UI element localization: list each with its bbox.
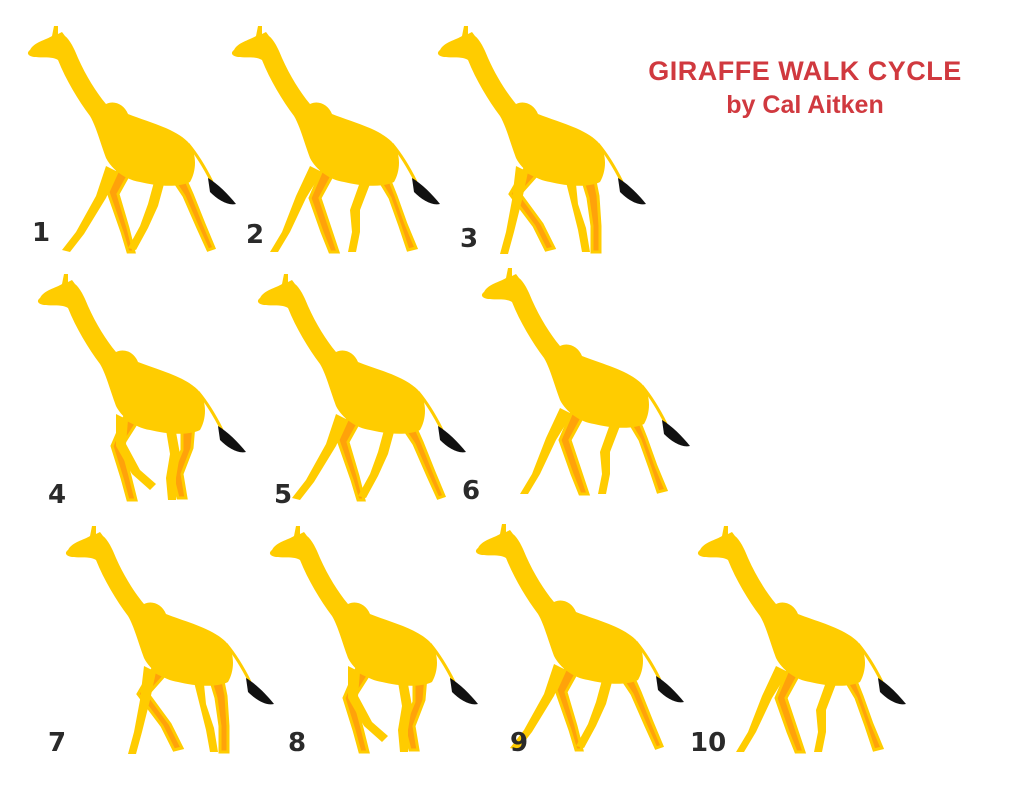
near-front-leg bbox=[292, 414, 348, 500]
near-front-leg bbox=[736, 666, 788, 752]
giraffe-silhouette-icon bbox=[231, 26, 440, 254]
frame-number: 7 bbox=[48, 728, 67, 758]
far-hind-leg bbox=[169, 174, 217, 252]
tail-tuft bbox=[218, 426, 246, 453]
frame-8: 8 bbox=[264, 520, 504, 770]
giraffe-body bbox=[481, 268, 649, 428]
giraffe-silhouette-icon bbox=[65, 526, 274, 754]
giraffe-silhouette-icon bbox=[481, 268, 690, 496]
giraffe-silhouette-icon bbox=[437, 26, 646, 254]
giraffe-body bbox=[269, 526, 437, 686]
near-front-leg bbox=[62, 166, 118, 252]
frame-number: 8 bbox=[288, 728, 307, 758]
giraffe-body bbox=[27, 26, 196, 186]
far-front-leg bbox=[774, 667, 807, 754]
frame-9: 9 bbox=[470, 518, 710, 768]
near-front-leg bbox=[270, 166, 322, 252]
near-hind-leg bbox=[814, 682, 836, 752]
frame-number: 3 bbox=[460, 224, 479, 254]
giraffe-silhouette-icon bbox=[37, 274, 246, 502]
tail-tuft bbox=[450, 678, 478, 705]
far-hind-leg bbox=[617, 672, 665, 750]
frame-number: 6 bbox=[462, 476, 481, 506]
frame-3: 3 bbox=[432, 20, 672, 270]
far-front-leg bbox=[106, 167, 136, 254]
giraffe-body bbox=[65, 526, 233, 686]
far-front-leg bbox=[558, 409, 591, 496]
frame-6: 6 bbox=[462, 262, 716, 512]
tail-tuft bbox=[662, 420, 690, 447]
far-front-leg bbox=[554, 665, 584, 752]
tail-tuft bbox=[878, 678, 906, 705]
near-front-leg bbox=[348, 666, 388, 742]
frame-number: 10 bbox=[690, 728, 727, 758]
giraffe-body bbox=[437, 26, 605, 186]
giraffe-silhouette-icon bbox=[27, 26, 236, 254]
near-hind-leg bbox=[166, 430, 180, 500]
frame-number: 5 bbox=[274, 480, 293, 510]
tail-tuft bbox=[208, 178, 236, 205]
frame-1: 1 bbox=[22, 20, 262, 270]
giraffe-silhouette-icon bbox=[257, 274, 466, 502]
giraffe-body bbox=[257, 274, 425, 434]
tail-tuft bbox=[246, 678, 274, 705]
near-hind-leg bbox=[598, 424, 620, 494]
frame-7: 7 bbox=[48, 520, 300, 770]
near-front-leg bbox=[116, 414, 156, 490]
far-hind-leg bbox=[399, 422, 447, 500]
near-hind-leg bbox=[566, 182, 590, 252]
far-front-leg bbox=[336, 415, 366, 502]
frame-number: 4 bbox=[48, 480, 67, 510]
tail-tuft bbox=[438, 426, 466, 453]
far-hind-leg bbox=[625, 416, 669, 494]
near-hind-leg bbox=[348, 182, 370, 252]
giraffe-silhouette-icon bbox=[269, 526, 478, 754]
near-hind-leg bbox=[398, 682, 412, 752]
near-hind-leg bbox=[576, 680, 612, 748]
near-front-leg bbox=[128, 666, 156, 754]
near-front-leg bbox=[510, 664, 566, 750]
tail-tuft bbox=[412, 178, 440, 205]
far-hind-leg bbox=[375, 174, 419, 252]
giraffe-silhouette-icon bbox=[475, 524, 684, 752]
title-main: GIRAFFE WALK CYCLE bbox=[648, 56, 962, 86]
tail-tuft bbox=[656, 676, 684, 703]
giraffe-body bbox=[231, 26, 399, 186]
frame-5: 5 bbox=[252, 268, 492, 518]
giraffe-body bbox=[697, 526, 865, 686]
title-author: by Cal Aitken bbox=[726, 91, 884, 119]
far-front-leg bbox=[308, 167, 341, 254]
frame-10: 10 bbox=[690, 520, 932, 770]
giraffe-silhouette-icon bbox=[697, 526, 906, 754]
giraffe-body bbox=[37, 274, 206, 434]
near-hind-leg bbox=[128, 182, 164, 250]
frame-number: 1 bbox=[32, 218, 51, 248]
frame-number: 9 bbox=[510, 728, 529, 758]
page-title: GIRAFFE WALK CYCLE by Cal Aitken bbox=[620, 54, 990, 122]
frame-number: 2 bbox=[246, 220, 265, 250]
frame-4: 4 bbox=[32, 268, 272, 518]
near-front-leg bbox=[520, 408, 572, 494]
near-front-leg bbox=[500, 166, 528, 254]
frame-2: 2 bbox=[226, 20, 466, 270]
near-hind-leg bbox=[194, 682, 218, 752]
tail-tuft bbox=[618, 178, 646, 205]
far-hind-leg bbox=[841, 674, 885, 752]
near-hind-leg bbox=[358, 430, 394, 498]
giraffe-body bbox=[475, 524, 643, 684]
